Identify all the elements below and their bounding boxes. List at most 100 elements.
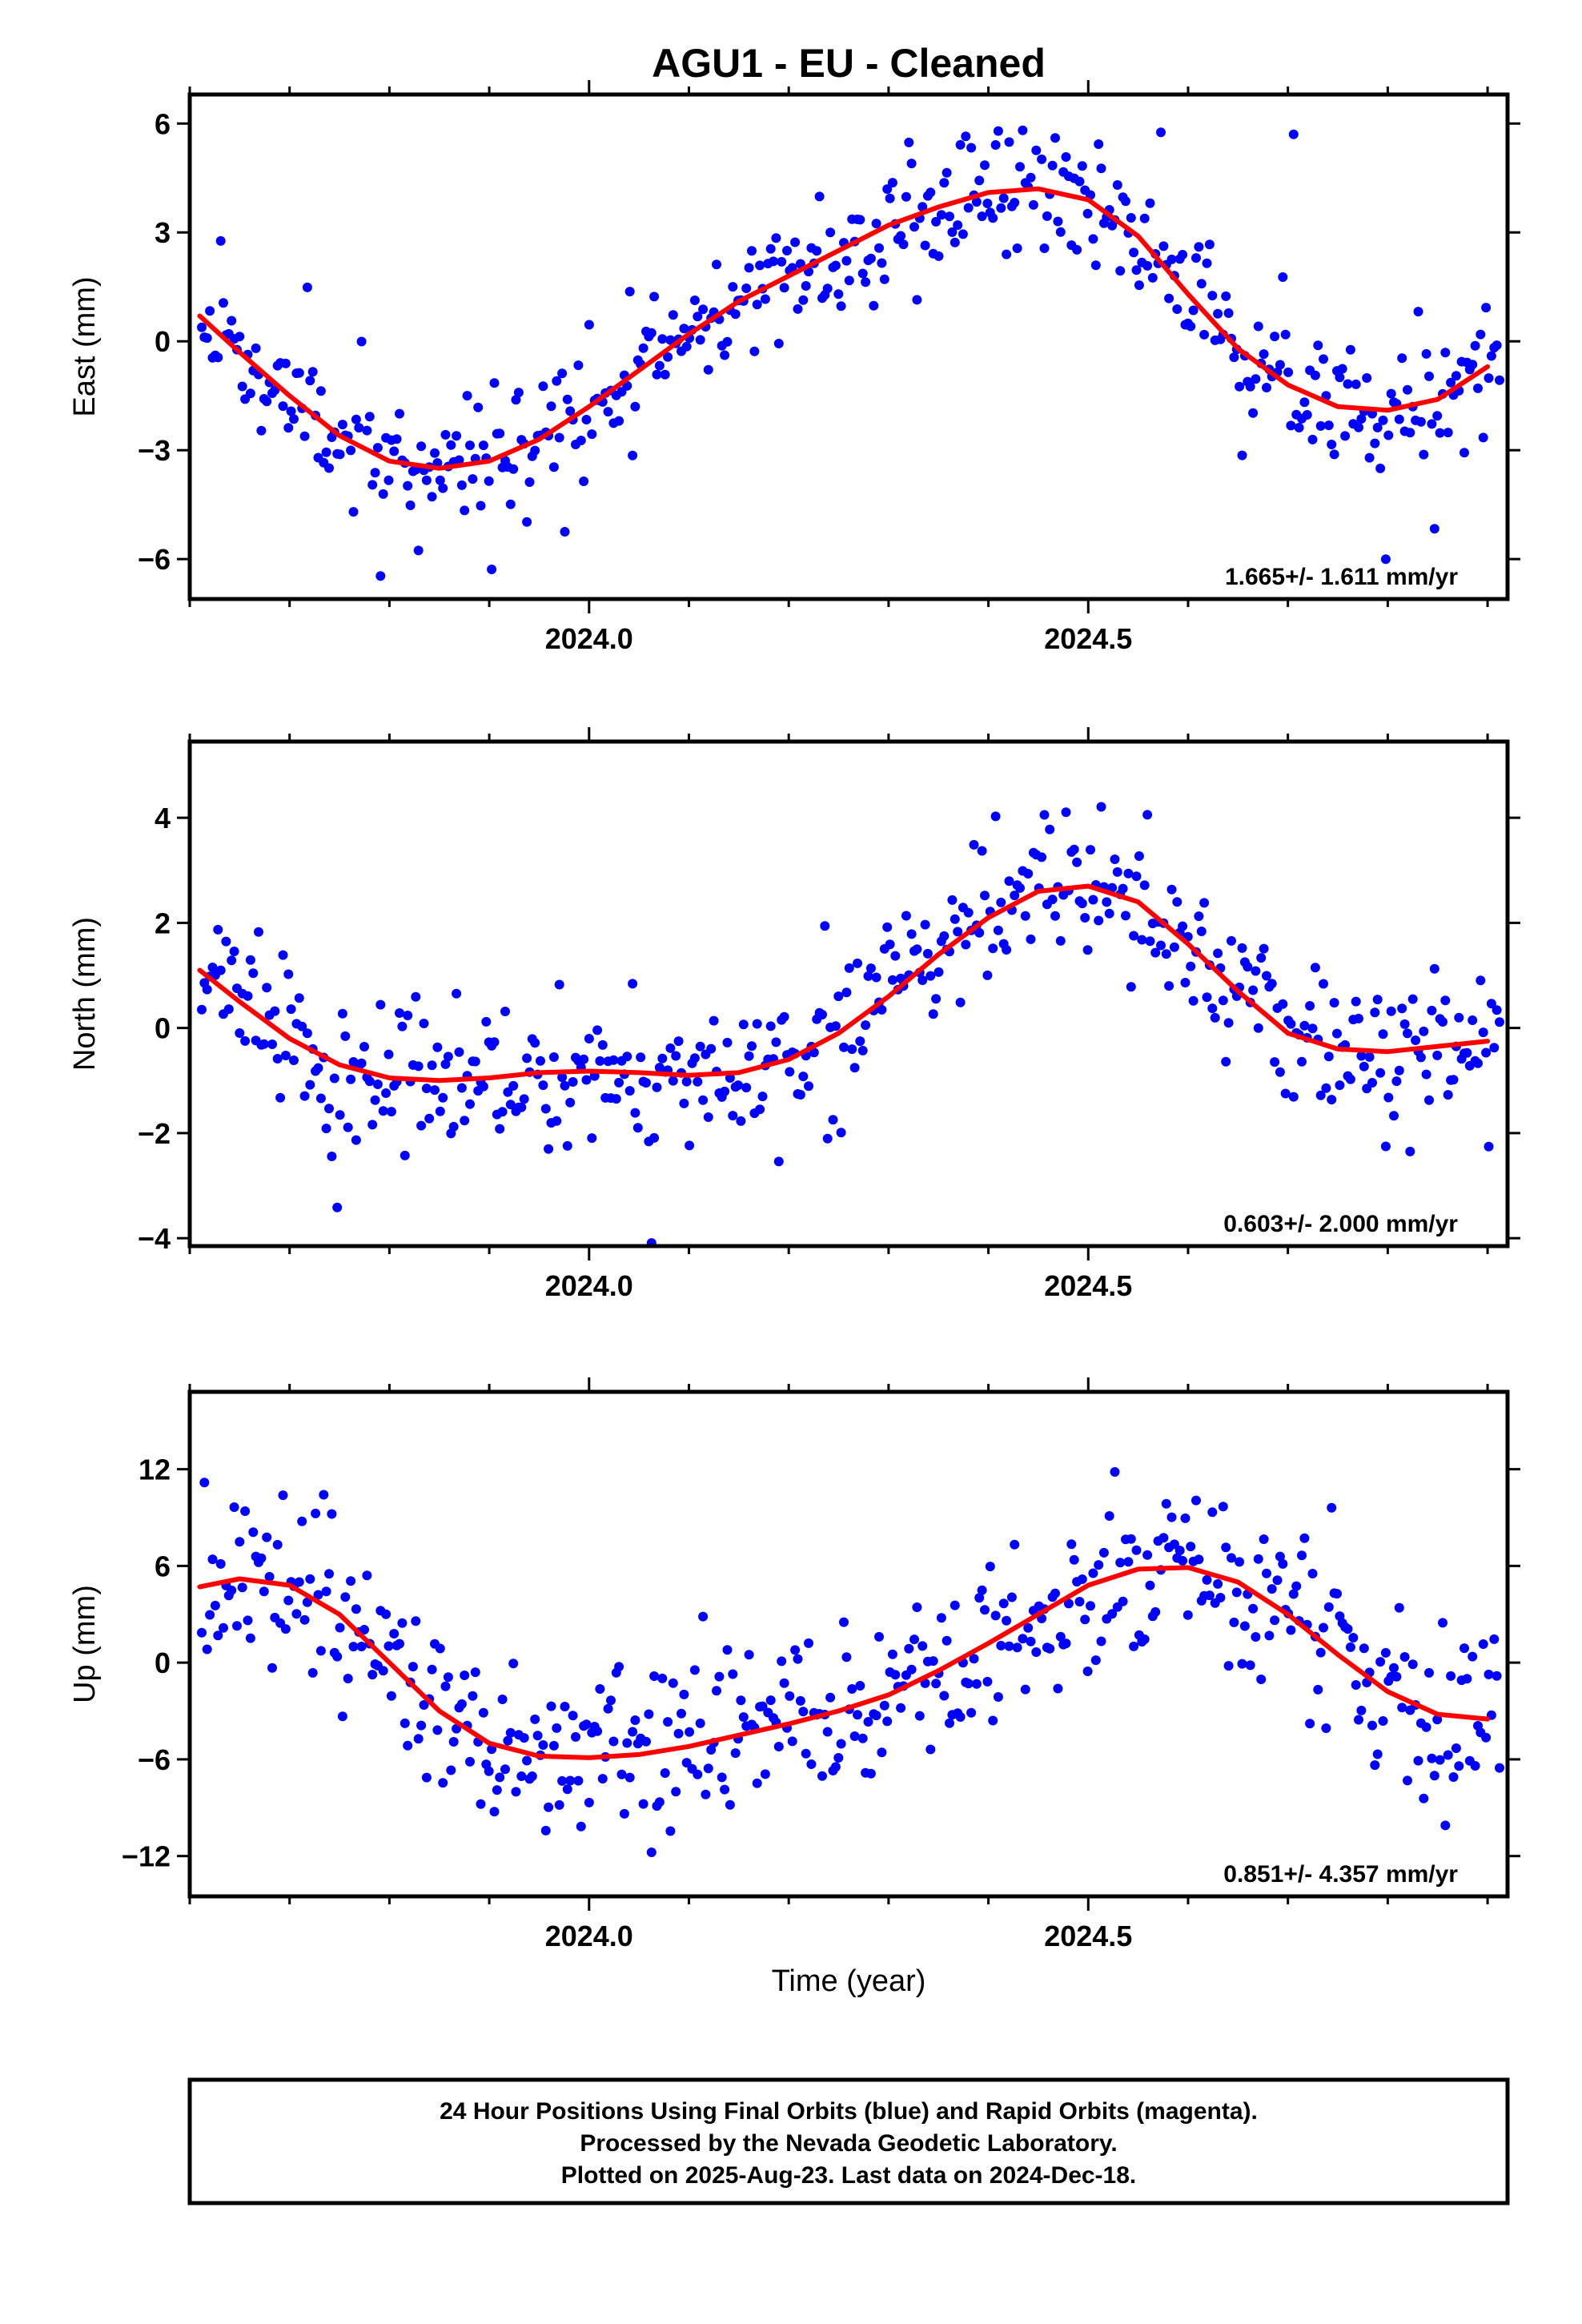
data-point (1405, 428, 1415, 438)
data-point (248, 968, 259, 979)
data-point (1481, 1047, 1492, 1058)
y-axis-label: Up (mm) (68, 1585, 102, 1703)
data-point (427, 1664, 437, 1675)
data-point (581, 415, 592, 424)
data-point (1139, 213, 1150, 223)
data-point (1351, 379, 1361, 389)
data-point (628, 450, 638, 460)
data-point (855, 215, 865, 225)
data-point (1110, 854, 1120, 864)
data-point (681, 341, 692, 352)
data-point (430, 448, 440, 458)
data-point (1370, 1760, 1380, 1771)
data-point (1055, 935, 1066, 946)
data-point (416, 1720, 427, 1731)
frame-east (187, 92, 1510, 601)
data-point (896, 1703, 906, 1713)
data-point (974, 1593, 985, 1603)
data-point (205, 306, 215, 316)
data-point (1278, 1558, 1288, 1569)
data-point (219, 1622, 228, 1633)
data-point (1055, 1631, 1066, 1642)
data-point (527, 1771, 537, 1781)
data-point (679, 1689, 689, 1699)
data-point (299, 431, 310, 441)
data-point (313, 1590, 323, 1600)
data-point (1359, 1061, 1369, 1072)
data-point (1470, 340, 1480, 351)
data-point (1356, 1705, 1367, 1715)
data-point (638, 1799, 648, 1809)
data-point (806, 1759, 817, 1769)
data-point (1251, 1632, 1261, 1642)
data-point (1370, 438, 1380, 448)
data-point (1427, 1753, 1437, 1763)
data-point (294, 993, 304, 1003)
data-point (554, 432, 564, 443)
data-point (395, 408, 404, 419)
data-point (855, 1036, 865, 1047)
data-point (628, 979, 638, 989)
data-point (324, 463, 334, 473)
data-point (1082, 945, 1093, 955)
y-tick-label: 12 (139, 1454, 171, 1486)
data-point (565, 1097, 576, 1108)
data-point (887, 1649, 897, 1659)
data-point (757, 1701, 768, 1711)
data-point (966, 1707, 977, 1718)
data-point (364, 412, 375, 422)
data-point (1399, 1652, 1410, 1662)
data-point (283, 969, 294, 979)
data-point (971, 197, 982, 207)
data-point (874, 243, 884, 253)
data-point (765, 1695, 776, 1706)
data-point (931, 1679, 942, 1689)
data-point (1438, 1017, 1447, 1027)
data-point (1299, 397, 1310, 408)
data-point (291, 1609, 302, 1619)
data-point (1397, 353, 1407, 364)
data-point (503, 1735, 513, 1746)
data-point (695, 1041, 705, 1051)
data-point (383, 1641, 394, 1651)
data-point (1094, 915, 1104, 926)
data-point (657, 334, 668, 344)
data-point (822, 1133, 833, 1144)
data-point (1074, 1597, 1085, 1606)
y-tick-label: −6 (138, 543, 171, 576)
data-point (403, 1740, 413, 1751)
data-point (1248, 1603, 1259, 1614)
data-point (1286, 1019, 1296, 1029)
data-point (1375, 463, 1386, 473)
data-point (608, 1055, 619, 1065)
data-point (1492, 340, 1502, 351)
data-point (1004, 876, 1014, 887)
data-point (299, 1614, 310, 1625)
data-point (1026, 172, 1036, 183)
data-point (522, 1755, 532, 1766)
data-point (917, 1641, 928, 1651)
data-point (1451, 371, 1461, 381)
data-point (1288, 1092, 1299, 1102)
data-point (223, 1004, 234, 1015)
data-point (229, 947, 239, 956)
data-point (955, 997, 966, 1007)
data-point (1435, 428, 1445, 438)
data-point (400, 1150, 410, 1160)
data-point (942, 167, 952, 178)
data-point (503, 1087, 513, 1097)
data-point (828, 1115, 838, 1125)
data-point (1145, 198, 1155, 208)
data-point (280, 358, 291, 368)
data-point (630, 1715, 640, 1725)
data-point (890, 951, 901, 961)
data-point (1104, 1511, 1114, 1521)
data-point (836, 301, 846, 312)
data-point (822, 1727, 833, 1737)
data-point (530, 445, 540, 456)
data-point (785, 1067, 795, 1077)
data-point (652, 1082, 662, 1092)
data-point (321, 447, 331, 457)
data-point (996, 897, 1006, 907)
data-point (294, 1577, 304, 1587)
